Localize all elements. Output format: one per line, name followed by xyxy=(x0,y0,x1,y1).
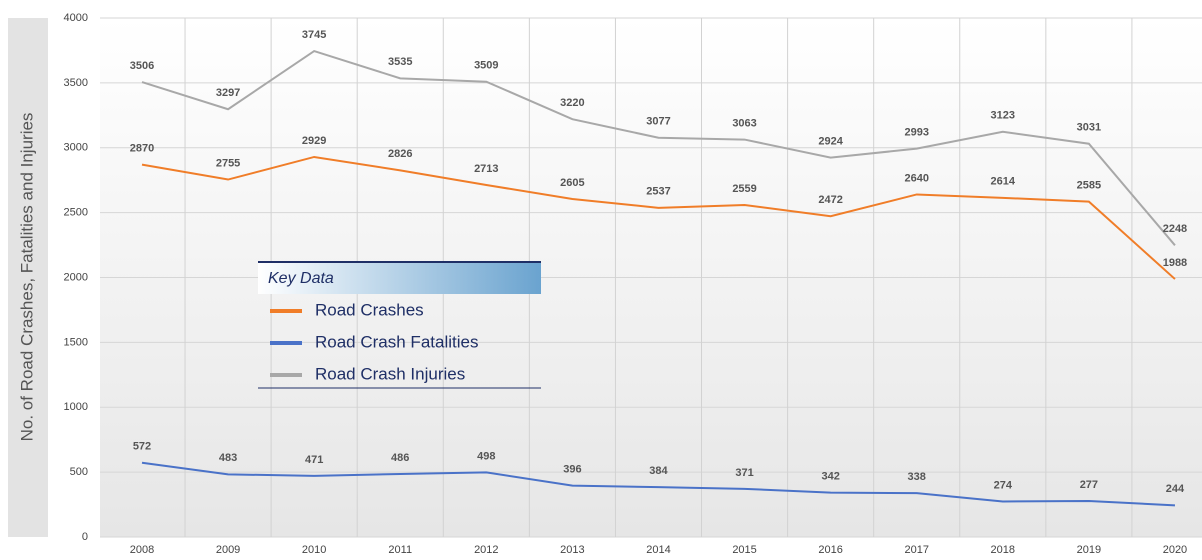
value-label: 572 xyxy=(133,441,151,453)
y-tick-label: 4000 xyxy=(64,12,88,24)
x-tick-label: 2011 xyxy=(388,544,412,556)
x-tick-label: 2017 xyxy=(904,544,928,556)
value-label: 2713 xyxy=(474,163,498,175)
x-tick-label: 2008 xyxy=(130,544,154,556)
x-tick-label: 2019 xyxy=(1077,544,1101,556)
x-tick-label: 2014 xyxy=(646,544,670,556)
x-tick-label: 2010 xyxy=(302,544,326,556)
legend-title: Key Data xyxy=(268,270,334,287)
value-label: 3123 xyxy=(991,110,1015,122)
y-tick-label: 2500 xyxy=(64,207,88,219)
value-label: 371 xyxy=(735,467,753,479)
legend-label: Road Crash Fatalities xyxy=(315,332,478,351)
series-line xyxy=(141,155,1176,280)
value-label: 244 xyxy=(1166,483,1185,495)
series-line xyxy=(141,461,1176,507)
value-label: 2993 xyxy=(904,127,928,139)
value-label: 2472 xyxy=(818,194,842,206)
value-label: 3063 xyxy=(732,117,756,129)
y-tick-label: 3000 xyxy=(64,142,88,154)
value-label: 3509 xyxy=(474,60,498,72)
x-tick-label: 2013 xyxy=(560,544,584,556)
value-label: 471 xyxy=(305,454,323,466)
value-label: 274 xyxy=(994,479,1013,491)
y-axis-label: No. of Road Crashes, Fatalities and Inju… xyxy=(17,113,36,442)
value-label: 2929 xyxy=(302,135,326,147)
value-label: 2640 xyxy=(904,172,928,184)
y-tick-label: 1500 xyxy=(64,336,88,348)
x-tick-label: 2016 xyxy=(818,544,842,556)
value-label: 2870 xyxy=(130,143,154,155)
legend-title-band xyxy=(258,262,541,294)
legend-label: Road Crash Injuries xyxy=(315,364,465,383)
value-label: 3745 xyxy=(302,29,326,41)
value-label: 498 xyxy=(477,450,495,462)
value-label: 277 xyxy=(1080,479,1098,491)
value-label: 3297 xyxy=(216,87,240,99)
value-label: 2605 xyxy=(560,177,584,189)
value-label: 486 xyxy=(391,452,409,464)
value-label: 2755 xyxy=(216,157,240,169)
value-label: 396 xyxy=(563,464,581,476)
x-tick-label: 2020 xyxy=(1163,544,1187,556)
y-tick-label: 1000 xyxy=(64,401,88,413)
x-tick-label: 2009 xyxy=(216,544,240,556)
y-label-band xyxy=(8,18,48,537)
value-label: 483 xyxy=(219,452,237,464)
value-label: 2924 xyxy=(818,136,843,148)
x-tick-label: 2018 xyxy=(991,544,1015,556)
value-label: 1988 xyxy=(1163,257,1187,269)
value-label: 2826 xyxy=(388,148,412,160)
value-label: 2559 xyxy=(732,183,756,195)
y-tick-label: 3500 xyxy=(64,77,88,89)
value-label: 3077 xyxy=(646,116,670,128)
value-label: 3535 xyxy=(388,56,412,68)
x-tick-label: 2012 xyxy=(474,544,498,556)
value-label: 2585 xyxy=(1077,180,1101,192)
value-label: 2614 xyxy=(991,176,1016,188)
value-label: 338 xyxy=(908,471,926,483)
value-label: 342 xyxy=(821,471,839,483)
y-tick-label: 500 xyxy=(70,466,88,478)
value-label: 3506 xyxy=(130,60,154,72)
y-tick-label: 0 xyxy=(82,531,88,543)
value-label: 384 xyxy=(649,465,668,477)
legend-label: Road Crashes xyxy=(315,300,424,319)
x-tick-label: 2015 xyxy=(732,544,756,556)
legend: Key Data Road Crashes Road Crash Fataliti… xyxy=(258,261,541,389)
value-label: 2537 xyxy=(646,186,670,198)
value-label: 2248 xyxy=(1163,223,1187,235)
series-line xyxy=(141,49,1176,246)
value-label: 3031 xyxy=(1077,122,1101,134)
value-label: 3220 xyxy=(560,97,584,109)
y-tick-label: 2000 xyxy=(64,271,88,283)
